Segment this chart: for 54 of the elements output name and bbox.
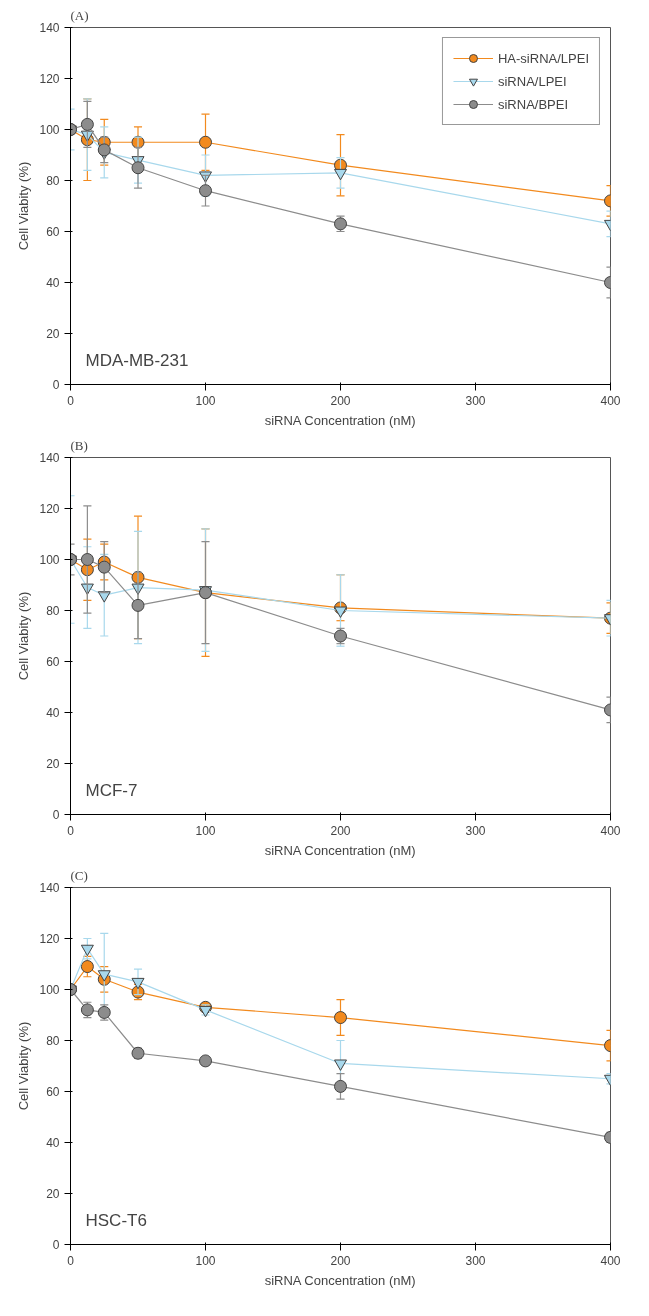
y-axis-title: Cell Viabity (%) [16, 161, 32, 251]
y-tick-label: 40 [46, 276, 60, 290]
y-tick-label: 120 [39, 72, 60, 86]
x-tick-label: 200 [330, 823, 351, 838]
legend-label: HA-siRNA/LPEI [497, 50, 589, 66]
y-tick-label: 80 [46, 174, 60, 188]
y-tick-label: 140 [39, 451, 60, 465]
y-tick-label: 0 [52, 378, 60, 392]
y-tick-label: 60 [46, 655, 60, 669]
x-tick-label: 400 [600, 1253, 621, 1268]
y-axis-title: Cell Viabity (%) [16, 1021, 32, 1111]
x-tick-label: 100 [195, 393, 216, 408]
y-tick-label: 0 [52, 808, 60, 822]
x-tick-label: 200 [330, 1253, 351, 1268]
legend-label: siRNA/BPEI [497, 96, 569, 112]
chart-title: (B) [70, 437, 88, 453]
y-tick-label: 80 [46, 604, 60, 618]
y-tick-label: 40 [46, 706, 60, 720]
x-axis-title: siRNA Concentration (nM) [264, 842, 416, 858]
x-axis-title: siRNA Concentration (nM) [264, 412, 416, 428]
y-tick-label: 120 [39, 502, 60, 516]
y-axis-title: Cell Viabity (%) [16, 591, 32, 681]
y-tick-label: 20 [46, 757, 60, 771]
x-axis-title: siRNA Concentration (nM) [264, 1272, 416, 1288]
y-tick-label: 100 [39, 553, 60, 567]
annotation: HSC-T6 [85, 1210, 147, 1230]
y-tick-label: 100 [39, 983, 60, 997]
x-tick-label: 0 [67, 823, 75, 838]
x-tick-label: 400 [600, 823, 621, 838]
y-tick-label: 40 [46, 1136, 60, 1150]
annotation: MDA-MB-231 [85, 350, 189, 370]
y-tick-label: 80 [46, 1034, 60, 1048]
y-tick-label: 20 [46, 327, 60, 341]
y-tick-label: 140 [39, 21, 60, 35]
x-tick-label: 300 [465, 393, 486, 408]
annotation: MCF-7 [85, 780, 138, 800]
y-tick-label: 120 [39, 932, 60, 946]
legend-label: siRNA/LPEI [497, 73, 567, 89]
x-tick-label: 0 [67, 393, 75, 408]
x-tick-label: 300 [465, 1253, 486, 1268]
y-tick-label: 60 [46, 225, 60, 239]
x-tick-label: 100 [195, 1253, 216, 1268]
y-tick-label: 0 [52, 1238, 60, 1252]
chart-title: (A) [70, 7, 89, 23]
x-tick-label: 200 [330, 393, 351, 408]
y-tick-label: 60 [46, 1085, 60, 1099]
x-tick-label: 400 [600, 393, 621, 408]
y-tick-label: 140 [39, 881, 60, 895]
y-tick-label: 100 [39, 123, 60, 137]
chart-title: (C) [70, 867, 88, 883]
x-tick-label: 100 [195, 823, 216, 838]
x-tick-label: 300 [465, 823, 486, 838]
x-tick-label: 0 [67, 1253, 75, 1268]
y-tick-label: 20 [46, 1187, 60, 1201]
